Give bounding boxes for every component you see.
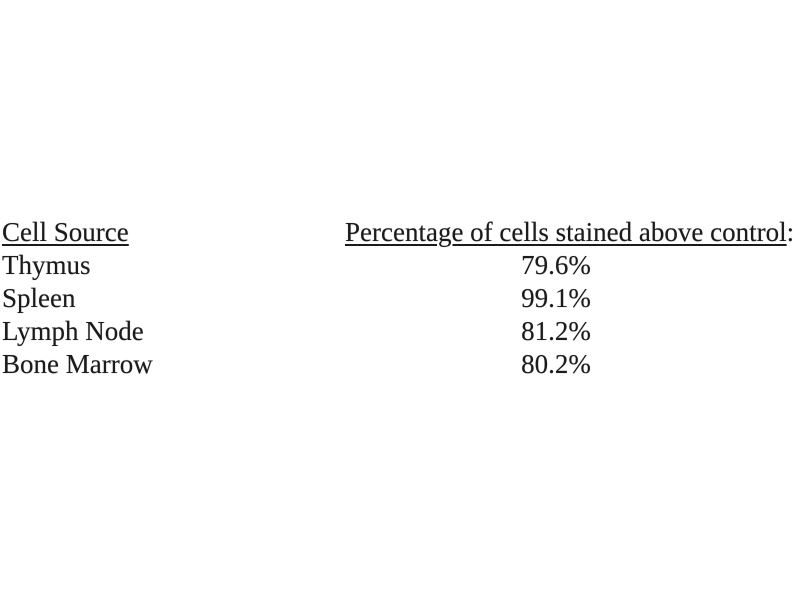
table-header-row: Cell Source Percentage of cells stained … (2, 216, 798, 249)
percentage-value: 99.1% (521, 283, 591, 313)
cell-source-value: Lymph Node (2, 316, 144, 346)
staining-results-table: Cell Source Percentage of cells stained … (2, 216, 798, 381)
table-row-spleen: Spleen 99.1% (2, 282, 798, 315)
percentage-header-cell: Percentage of cells stained above contro… (345, 216, 796, 249)
percentage-header-label: Percentage of cells stained above contro… (345, 217, 787, 247)
cell-source-header-cell: Cell Source (2, 216, 345, 249)
percentage-header-colon: : (786, 217, 795, 247)
percentage-value: 79.6% (521, 250, 591, 280)
table-row-lymph-node: Lymph Node 81.2% (2, 315, 798, 348)
cell-source-value: Spleen (2, 283, 76, 313)
cell-source-value: Thymus (2, 250, 91, 280)
cell-source-header-label: Cell Source (2, 217, 129, 247)
cell-source-value: Bone Marrow (2, 349, 153, 379)
percentage-value: 81.2% (521, 316, 591, 346)
table-row-thymus: Thymus 79.6% (2, 249, 798, 282)
percentage-value: 80.2% (521, 349, 591, 379)
table-row-bone-marrow: Bone Marrow 80.2% (2, 348, 798, 381)
